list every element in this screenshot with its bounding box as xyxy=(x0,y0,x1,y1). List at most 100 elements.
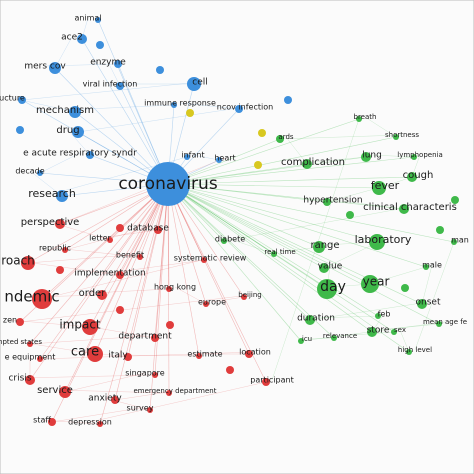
node-label: singapore xyxy=(125,369,165,378)
edge xyxy=(421,264,433,305)
edge xyxy=(39,351,256,360)
node xyxy=(96,41,104,49)
node xyxy=(298,338,304,344)
edge xyxy=(167,183,440,325)
edge xyxy=(21,99,169,185)
edge xyxy=(279,246,320,253)
node-label: immune response xyxy=(144,99,216,108)
node xyxy=(331,335,337,341)
node xyxy=(235,105,243,113)
node xyxy=(375,313,381,319)
edge xyxy=(339,331,395,337)
node xyxy=(37,356,43,362)
node-label: lymphopenia xyxy=(397,151,443,159)
edge xyxy=(306,337,335,340)
node xyxy=(245,350,253,358)
node xyxy=(95,17,101,23)
node xyxy=(361,152,371,162)
node xyxy=(436,226,444,234)
edge xyxy=(39,152,81,174)
node-label: diabete xyxy=(215,235,245,244)
node xyxy=(69,106,81,118)
edge xyxy=(59,157,226,225)
edge xyxy=(81,38,169,185)
edge xyxy=(167,183,200,357)
edge xyxy=(192,154,220,161)
node-label: value xyxy=(318,262,343,272)
node-label: hong kong xyxy=(154,283,196,292)
node-label: department xyxy=(118,332,172,342)
node xyxy=(156,66,164,74)
node-label: perspective xyxy=(21,217,80,228)
node xyxy=(407,172,417,182)
node xyxy=(323,198,331,206)
node xyxy=(49,62,61,74)
edge xyxy=(167,183,405,210)
edge xyxy=(109,259,205,274)
node-label: location xyxy=(239,348,271,357)
node xyxy=(372,181,386,195)
edge xyxy=(167,183,427,268)
node xyxy=(276,135,284,143)
node-label: feb xyxy=(378,310,391,319)
edge xyxy=(27,183,169,264)
node-label: database xyxy=(127,224,169,234)
edge xyxy=(167,136,397,185)
edge xyxy=(64,372,146,393)
node-label: male xyxy=(422,261,442,270)
node-label: enzyme xyxy=(90,58,126,68)
node xyxy=(16,318,24,326)
edge xyxy=(167,183,311,321)
node-label: year xyxy=(363,275,390,289)
node-label: beijing xyxy=(238,291,261,299)
node xyxy=(186,109,194,117)
node xyxy=(116,82,124,90)
node-label: ncov infection xyxy=(217,103,273,112)
node xyxy=(154,226,162,234)
edge xyxy=(39,183,169,360)
edge xyxy=(167,183,328,290)
node xyxy=(216,157,222,163)
node xyxy=(203,301,209,307)
node-label: range xyxy=(310,240,339,251)
node-label: laboratory xyxy=(355,233,412,246)
edge xyxy=(27,254,131,264)
node-label: roach xyxy=(1,254,35,268)
edge xyxy=(324,241,378,246)
edge xyxy=(41,257,211,300)
node xyxy=(16,126,24,134)
edge xyxy=(375,266,427,283)
node xyxy=(393,134,399,140)
edge xyxy=(167,156,367,185)
edge xyxy=(167,163,308,185)
node xyxy=(221,238,227,244)
edge xyxy=(154,183,169,339)
node xyxy=(356,116,362,122)
node xyxy=(97,290,107,300)
node xyxy=(166,321,174,329)
edge xyxy=(167,118,360,185)
edge xyxy=(285,136,308,165)
node-label: high level xyxy=(398,346,432,354)
node xyxy=(37,170,43,176)
node-label: complication xyxy=(281,157,345,168)
node-label: breath xyxy=(354,113,377,121)
node-label: e equipment xyxy=(5,353,56,362)
node xyxy=(411,154,417,160)
node-label: research xyxy=(28,187,76,200)
node-label: participant xyxy=(250,376,293,385)
node-label: ards xyxy=(278,133,293,141)
edge xyxy=(149,183,169,411)
edge xyxy=(114,183,169,401)
edge xyxy=(127,183,169,358)
node-label: hypertension xyxy=(303,196,362,206)
node xyxy=(226,366,234,374)
edge xyxy=(167,183,302,342)
node-label: duration xyxy=(297,314,335,324)
node xyxy=(201,257,207,263)
node xyxy=(367,327,377,337)
node-label: estimate xyxy=(187,350,222,359)
edge xyxy=(309,301,429,321)
edge xyxy=(19,374,156,379)
